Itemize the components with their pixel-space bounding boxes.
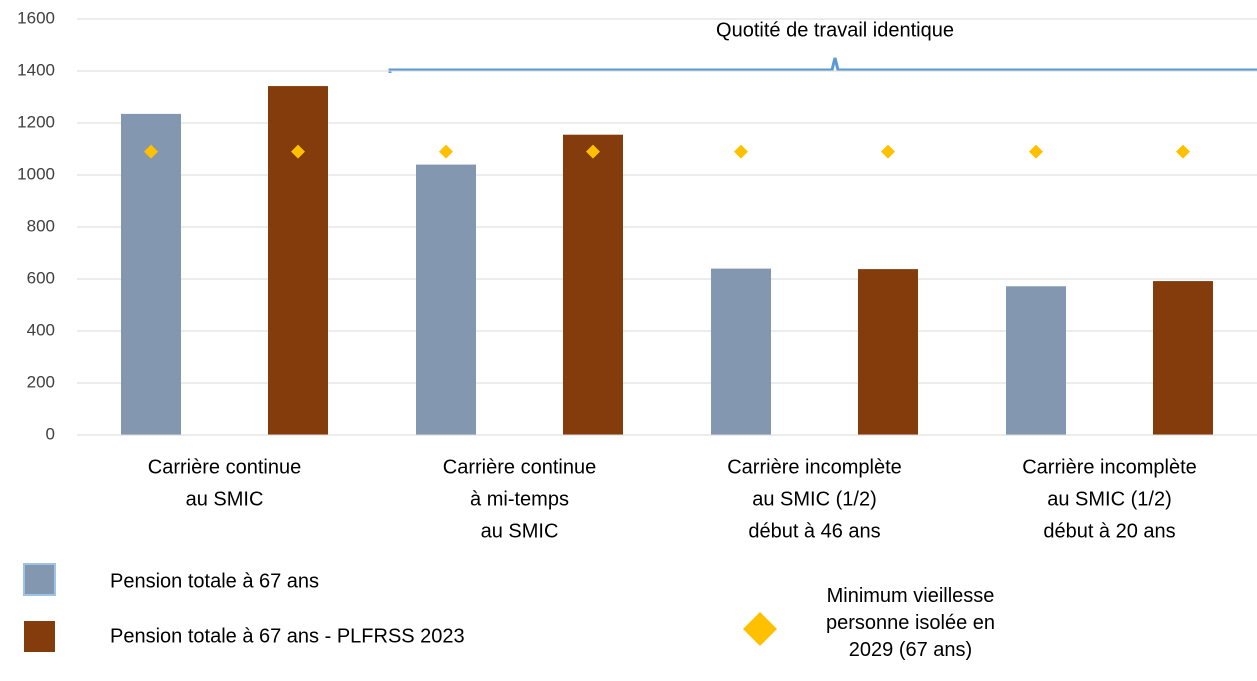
x-tick-label: Carrière continue bbox=[443, 456, 596, 478]
bar bbox=[268, 86, 328, 435]
x-tick-label: début à 20 ans bbox=[1043, 520, 1175, 542]
annotation: Quotité de travail identique bbox=[716, 19, 954, 41]
x-tick-label: au SMIC (1/2) bbox=[752, 488, 876, 510]
marker bbox=[144, 144, 158, 159]
bar bbox=[1006, 286, 1066, 435]
bar bbox=[121, 113, 181, 436]
y-tick-label: 600 bbox=[27, 268, 55, 287]
x-tick-label: au SMIC bbox=[186, 488, 264, 510]
marker bbox=[734, 144, 748, 159]
y-tick-label: 400 bbox=[27, 320, 55, 339]
y-tick-label: 1400 bbox=[17, 60, 55, 79]
legend-label: Pension totale à 67 ans - PLFRSS 2023 bbox=[110, 625, 465, 647]
bar bbox=[416, 164, 476, 435]
marker bbox=[439, 144, 453, 159]
bar bbox=[563, 134, 623, 435]
x-tick-label: à mi-temps bbox=[470, 488, 569, 510]
marker bbox=[881, 144, 895, 159]
y-tick-label: 1600 bbox=[17, 8, 55, 27]
y-tick-label: 1000 bbox=[17, 164, 55, 183]
x-tick-label: Carrière incomplète bbox=[1022, 456, 1197, 478]
legend-swatch bbox=[24, 621, 55, 652]
y-tick-label: 0 bbox=[46, 424, 55, 443]
x-tick-label: Carrière continue bbox=[148, 456, 301, 478]
y-tick-label: 200 bbox=[27, 372, 55, 391]
legend-swatch bbox=[743, 612, 777, 646]
marker bbox=[291, 144, 305, 159]
marker bbox=[1176, 144, 1190, 159]
legend-label: Pension totale à 67 ans bbox=[110, 570, 319, 592]
x-tick-label: début à 46 ans bbox=[748, 520, 880, 542]
y-tick-label: 800 bbox=[27, 216, 55, 235]
y-tick-label: 1200 bbox=[17, 112, 55, 131]
x-tick-label: au SMIC (1/2) bbox=[1047, 488, 1171, 510]
marker bbox=[1029, 144, 1043, 159]
legend-swatch bbox=[23, 563, 56, 596]
bar bbox=[1153, 281, 1213, 435]
x-tick-label: Carrière incomplète bbox=[727, 456, 902, 478]
x-tick-label: au SMIC bbox=[481, 520, 559, 542]
bar bbox=[711, 268, 771, 435]
bar bbox=[858, 269, 918, 435]
marker bbox=[586, 144, 600, 159]
legend-label: Minimum vieillesse personne isolée en 20… bbox=[825, 585, 995, 661]
